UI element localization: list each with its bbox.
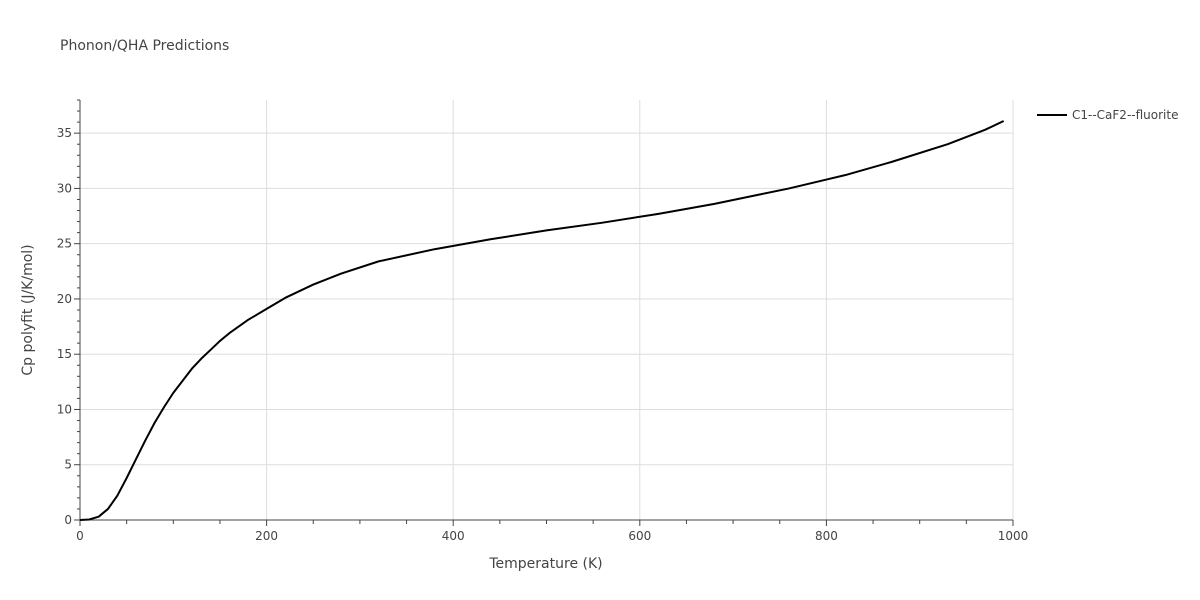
series-layer xyxy=(79,120,1005,521)
legend[interactable]: C1--CaF2--fluorite xyxy=(1037,108,1178,122)
x-tick-label: 800 xyxy=(815,529,838,543)
y-tick-label: 5 xyxy=(64,458,72,472)
x-tick-label: 1000 xyxy=(998,529,1029,543)
x-tick-label: 0 xyxy=(76,529,84,543)
y-tick-labels: 0 5 10 15 20 25 30 35 xyxy=(57,126,72,527)
y-tick-label: 20 xyxy=(57,292,72,306)
x-tick-labels: 0 200 400 600 800 1000 xyxy=(76,529,1028,543)
y-tick-label: 35 xyxy=(57,126,72,140)
legend-label[interactable]: C1--CaF2--fluorite xyxy=(1072,108,1178,122)
y-tick-label: 25 xyxy=(57,237,72,251)
chart-title: Phonon/QHA Predictions xyxy=(60,38,229,54)
grid xyxy=(80,100,1014,520)
y-tick-label: 30 xyxy=(57,181,72,195)
x-tick-label: 600 xyxy=(628,529,651,543)
y-tick-label: 0 xyxy=(64,513,72,527)
series-line[interactable] xyxy=(79,120,1005,521)
y-tick-label: 15 xyxy=(57,347,72,361)
y-tick-label: 10 xyxy=(57,402,72,416)
x-axis-title: Temperature (K) xyxy=(488,556,602,572)
y-axis-title: Cp polyfit (J/K/mol) xyxy=(20,244,36,375)
x-tick-label: 200 xyxy=(255,529,278,543)
axes xyxy=(74,99,1014,526)
x-tick-label: 400 xyxy=(442,529,465,543)
